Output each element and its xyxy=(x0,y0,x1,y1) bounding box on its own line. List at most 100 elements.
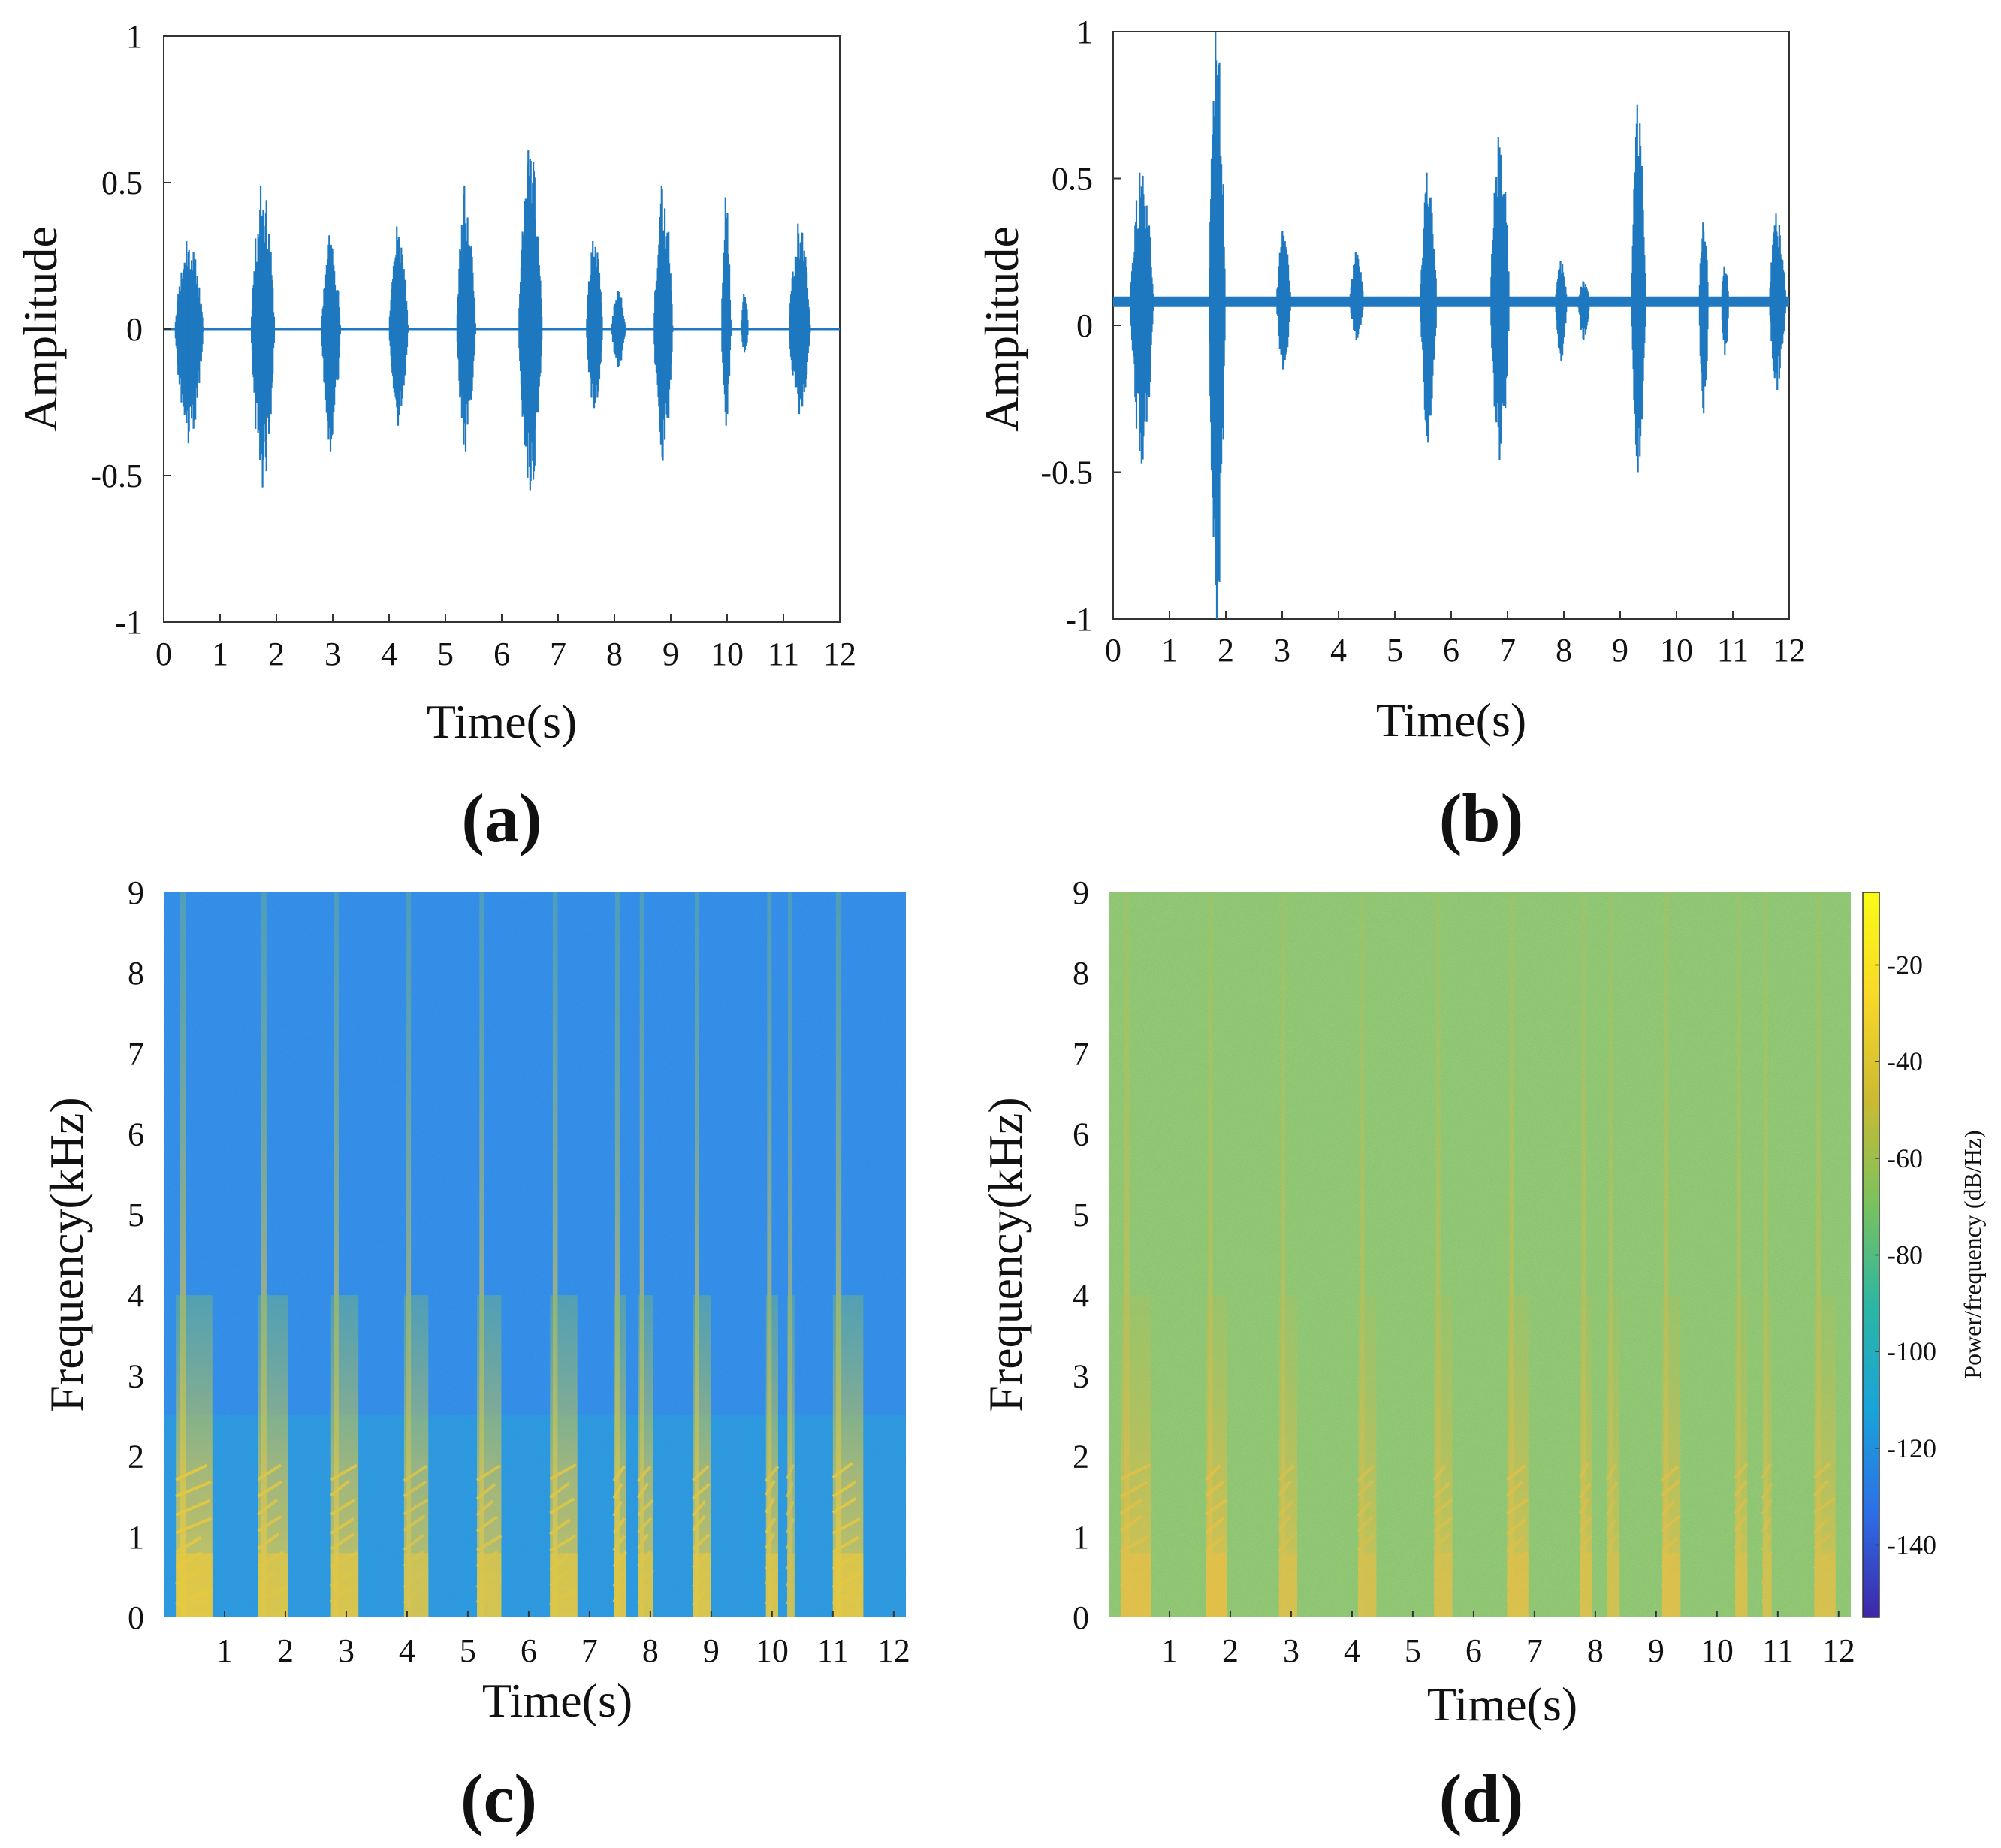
burst-harmonic xyxy=(1734,1463,1749,1479)
x-tick-label: 5 xyxy=(1405,1632,1421,1669)
spectrogram-burst xyxy=(1432,892,1453,1617)
burst-harmonic xyxy=(1278,1480,1293,1497)
x-tick-label: 8 xyxy=(606,636,623,672)
burst-harmonic xyxy=(175,1463,208,1481)
burst-harmonic xyxy=(765,1517,777,1534)
x-tick-label: 12 xyxy=(877,1632,910,1669)
burst-streak xyxy=(479,892,484,1617)
burst-harmonic xyxy=(1606,1518,1617,1535)
panel-label: (c) xyxy=(460,1760,537,1837)
y-axis-label: Amplitude xyxy=(975,226,1028,432)
burst-harmonic xyxy=(403,1514,426,1532)
x-tick-label: 9 xyxy=(1648,1632,1664,1669)
x-tick-label: 8 xyxy=(1556,632,1572,669)
burst-harmonic xyxy=(1278,1515,1292,1532)
spectrogram-burst xyxy=(1278,892,1299,1617)
burst-harmonic xyxy=(637,1517,653,1534)
burst-base xyxy=(787,1553,795,1617)
x-tick-label: 2 xyxy=(1218,632,1234,669)
burst-body xyxy=(638,1295,653,1617)
x-tick-label: 0 xyxy=(1105,632,1121,669)
y-axis-label: Amplitude xyxy=(14,226,67,432)
burst-harmonic xyxy=(1278,1499,1294,1517)
y-tick-label: 3 xyxy=(1073,1357,1089,1394)
burst-harmonic xyxy=(549,1518,571,1535)
burst-harmonic xyxy=(831,1496,857,1514)
y-tick-label: 1 xyxy=(1073,1519,1089,1556)
burst-harmonic xyxy=(786,1533,794,1550)
burst-harmonic xyxy=(257,1532,280,1551)
burst-harmonic xyxy=(692,1500,707,1517)
burst-harmonic xyxy=(549,1463,577,1481)
burst-harmonic xyxy=(1734,1533,1744,1550)
x-tick-label: 3 xyxy=(1274,632,1290,669)
burst-streak xyxy=(1435,892,1441,1617)
y-tick-label: 1 xyxy=(128,1519,144,1556)
burst-harmonic xyxy=(1432,1533,1450,1551)
panel-label: (a) xyxy=(461,780,542,856)
x-tick-label: 12 xyxy=(823,636,856,672)
burst-harmonic xyxy=(831,1480,857,1498)
burst-harmonic xyxy=(330,1517,355,1535)
burst-base xyxy=(638,1553,653,1617)
burst-harmonic xyxy=(1432,1516,1453,1534)
burst-harmonic xyxy=(330,1532,355,1551)
burst-harmonic xyxy=(476,1534,503,1552)
spectrogram-burst xyxy=(549,892,578,1617)
burst-harmonic xyxy=(1813,1496,1837,1514)
burst-streak xyxy=(1763,892,1768,1617)
x-tick-label: 10 xyxy=(1701,1632,1734,1669)
burst-base xyxy=(1278,1553,1298,1617)
spectrogram-burst xyxy=(257,892,289,1617)
burst-base xyxy=(550,1553,578,1617)
x-tick-label: 5 xyxy=(460,1632,476,1669)
y-tick-label: -0.5 xyxy=(90,457,143,494)
burst-harmonic xyxy=(1761,1463,1773,1479)
burst-harmonic xyxy=(1579,1516,1592,1533)
spectrogram-burst xyxy=(612,892,627,1617)
y-tick-label: 0.5 xyxy=(101,165,143,201)
burst-harmonic xyxy=(403,1465,428,1482)
burst-harmonic xyxy=(1278,1535,1293,1552)
y-tick-label: 7 xyxy=(128,1035,144,1072)
waveform-burst xyxy=(1490,137,1511,460)
burst-harmonic xyxy=(1734,1515,1748,1532)
burst-body xyxy=(765,1295,778,1617)
waveform-burst xyxy=(1349,252,1365,340)
burst-harmonic xyxy=(1813,1532,1832,1550)
burst-harmonic xyxy=(831,1535,859,1554)
burst-harmonic xyxy=(1506,1480,1523,1497)
burst-harmonic xyxy=(612,1517,626,1534)
x-tick-label: 12 xyxy=(1822,1632,1855,1669)
burst-harmonic xyxy=(831,1462,853,1479)
x-tick-label: 4 xyxy=(1344,1632,1360,1669)
burst-harmonic xyxy=(692,1533,711,1551)
burst-harmonic xyxy=(637,1482,650,1499)
burst-base xyxy=(1507,1553,1529,1617)
spectrogram-marks xyxy=(1119,892,1837,1617)
burst-streak xyxy=(767,892,772,1617)
burst-base xyxy=(1814,1553,1836,1617)
waveform-marks xyxy=(1113,32,1789,619)
y-tick-label: 1 xyxy=(1076,14,1093,50)
waveform-burst xyxy=(1555,260,1568,361)
burst-streak xyxy=(1608,892,1613,1617)
waveform-burst xyxy=(1631,104,1646,473)
burst-harmonic xyxy=(1432,1464,1447,1481)
burst-base xyxy=(477,1553,502,1617)
y-axis-label: Frequency(kHz) xyxy=(979,1097,1032,1412)
burst-streak xyxy=(614,892,620,1617)
colorbar-tick-label: -140 xyxy=(1887,1530,1936,1560)
burst-base xyxy=(1580,1553,1592,1617)
y-tick-label: 8 xyxy=(1073,955,1089,992)
y-tick-label: 0 xyxy=(126,311,143,348)
burst-body xyxy=(1735,1295,1748,1617)
x-tick-label: 7 xyxy=(550,636,566,672)
waveform-marks xyxy=(164,150,840,491)
burst-harmonic xyxy=(475,1483,496,1500)
burst-base xyxy=(832,1553,864,1617)
